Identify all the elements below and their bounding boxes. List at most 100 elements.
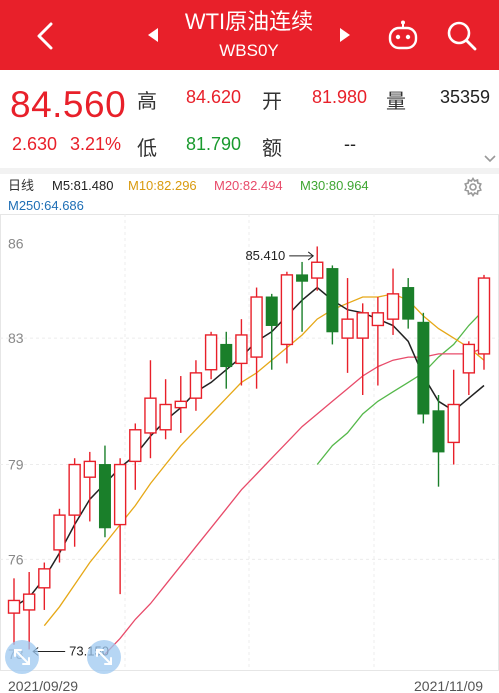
candle: [98, 445, 111, 538]
candle-body: [341, 318, 354, 339]
amount-value: --: [344, 134, 356, 154]
candle-body: [38, 568, 51, 589]
candle: [311, 246, 324, 291]
ma250-readout: M250:64.686: [8, 198, 84, 213]
candle-body: [386, 293, 400, 320]
prev-instrument-button[interactable]: [146, 26, 160, 44]
robot-assistant-icon: [388, 20, 418, 50]
expand-quote-button[interactable]: [484, 150, 496, 163]
expand-arrows-icon: [96, 649, 112, 665]
candle: [447, 369, 460, 465]
candle-body: [356, 312, 369, 339]
candle: [83, 451, 97, 522]
candle: [356, 303, 369, 396]
candle-body: [462, 343, 476, 374]
ma10-readout: M10:82.296: [128, 178, 197, 193]
quote-panel: 84.560 2.630 3.21% 高 84.620 开 81.980 量 3…: [0, 70, 499, 168]
gear-icon: [464, 177, 482, 197]
indicator-settings-button[interactable]: [463, 177, 483, 197]
candle-body: [53, 514, 66, 551]
candle-body: [98, 464, 111, 529]
candle: [432, 395, 445, 487]
candle-body: [204, 334, 218, 371]
y-tick-label: 83: [8, 330, 24, 346]
candle: [174, 376, 187, 433]
max-price-label: 85.410: [245, 248, 285, 263]
candle: [280, 271, 294, 364]
y-tick-label: 86: [8, 235, 24, 251]
back-button[interactable]: [28, 16, 62, 56]
instrument-code: WBS0Y: [219, 41, 279, 60]
candle: [417, 312, 430, 424]
search-icon: [447, 21, 477, 51]
candle-body: [265, 296, 278, 326]
y-tick-label: 76: [8, 551, 24, 567]
candle: [341, 278, 354, 373]
robot-assistant-button[interactable]: [386, 20, 420, 52]
collapse-arrows-icon: [14, 649, 30, 665]
candle: [326, 265, 339, 345]
app-header: WTI原油连续 WBS0Y: [0, 0, 499, 70]
candlestick-chart[interactable]: 85.41073.150 8683797673: [0, 214, 499, 678]
price-change: 2.630: [12, 134, 58, 154]
chevron-down-icon: [484, 155, 496, 163]
candle-body: [235, 334, 248, 365]
candle: [462, 341, 476, 396]
candle-body: [68, 463, 81, 516]
candle: [22, 572, 36, 650]
open-value: 81.980: [312, 87, 368, 107]
candle-body: [220, 343, 233, 368]
candle: [220, 331, 233, 389]
candle-body: [296, 274, 309, 282]
candle-body: [129, 429, 142, 463]
candle-body: [477, 277, 491, 355]
candle: [386, 268, 400, 335]
amount-label: 额: [262, 138, 282, 160]
low-label: 低: [137, 138, 157, 160]
ma20-readout: M20:82.494: [214, 178, 283, 193]
candle: [144, 360, 157, 459]
candle: [68, 458, 81, 547]
candle-body: [189, 372, 203, 399]
candle-body: [113, 463, 127, 526]
candle-body: [371, 312, 385, 327]
high-value: 84.620: [186, 87, 242, 107]
candle: [235, 319, 248, 386]
candle-body: [174, 400, 187, 409]
candle-body: [280, 274, 294, 346]
candle-body: [326, 268, 339, 333]
candle-body: [311, 261, 324, 279]
candle-body: [144, 397, 157, 434]
candle-body: [159, 403, 172, 431]
candle: [296, 261, 309, 332]
back-arrow-icon: [37, 22, 53, 50]
volume-value: 35359: [440, 87, 491, 107]
search-button[interactable]: [446, 20, 478, 52]
candle: [7, 578, 21, 645]
zoom-out-button[interactable]: [5, 640, 39, 674]
candle-body: [83, 460, 97, 478]
candle: [113, 458, 127, 595]
volume-label: 量: [386, 91, 406, 113]
candle: [189, 360, 203, 411]
next-instrument-button[interactable]: [338, 26, 352, 44]
candle-body: [417, 321, 430, 415]
candle-body: [7, 599, 21, 614]
candle-body: [432, 410, 445, 453]
max-pointer-arrowhead: [307, 251, 315, 261]
candle: [402, 278, 415, 329]
ma5-line: [13, 286, 485, 608]
candle: [477, 274, 491, 370]
candle: [38, 562, 51, 610]
candle: [204, 331, 218, 380]
candle-body: [447, 403, 460, 444]
next-triangle-icon: [340, 28, 350, 42]
candle: [159, 379, 172, 440]
expand-button[interactable]: [87, 640, 121, 674]
prev-triangle-icon: [148, 28, 158, 42]
period-tab-daily[interactable]: 日线: [8, 178, 35, 193]
high-label: 高: [137, 91, 157, 113]
ma30-line: [316, 309, 485, 465]
open-label: 开: [262, 91, 282, 113]
candle: [129, 423, 142, 490]
